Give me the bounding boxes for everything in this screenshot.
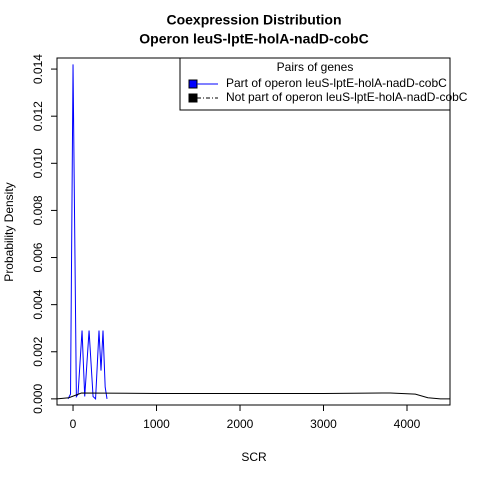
y-tick-label: 0.004 <box>31 289 45 319</box>
y-tick-label: 0.000 <box>31 384 45 414</box>
y-tick-label: 0.012 <box>31 101 45 131</box>
y-axis-label: Probability Density <box>2 182 16 281</box>
x-tick-label: 3000 <box>310 417 337 431</box>
density-line <box>56 392 450 400</box>
chart-subtitle: Operon leuS-lptE-holA-nadD-cobC <box>139 31 368 47</box>
y-tick-label: 0.014 <box>31 54 45 84</box>
y-tick-label: 0.008 <box>31 195 45 225</box>
legend-title: Pairs of genes <box>277 60 354 74</box>
y-tick-label: 0.002 <box>31 336 45 366</box>
legend-swatch <box>188 93 198 103</box>
x-tick-label: 2000 <box>227 417 254 431</box>
legend-label: Not part of operon leuS-lptE-holA-nadD-c… <box>226 90 468 104</box>
legend-box <box>179 57 451 111</box>
x-tick-label: 4000 <box>394 417 421 431</box>
chart-title: Coexpression Distribution <box>166 12 341 28</box>
y-tick-label: 0.006 <box>31 242 45 272</box>
legend-swatch <box>188 79 198 89</box>
density-line <box>67 64 108 400</box>
x-tick-label: 1000 <box>143 417 170 431</box>
legend-label: Part of operon leuS-lptE-holA-nadD-cobC <box>226 76 447 90</box>
x-axis-label: SCR <box>241 450 267 464</box>
y-tick-label: 0.010 <box>31 148 45 178</box>
x-tick-label: 0 <box>70 417 77 431</box>
